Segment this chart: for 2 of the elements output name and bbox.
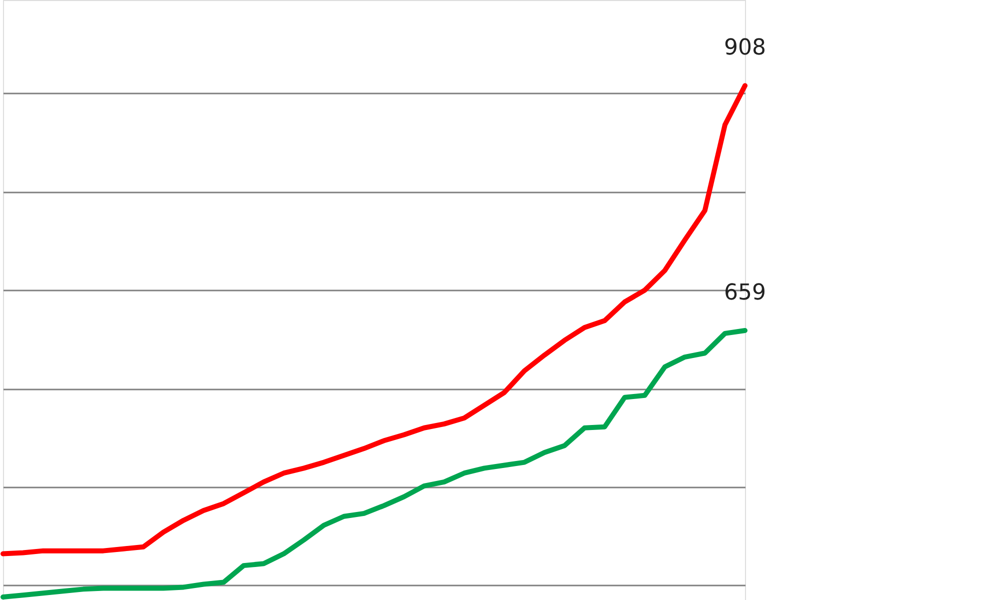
- data-label: 908: [724, 36, 766, 61]
- data-label: 659: [724, 280, 766, 306]
